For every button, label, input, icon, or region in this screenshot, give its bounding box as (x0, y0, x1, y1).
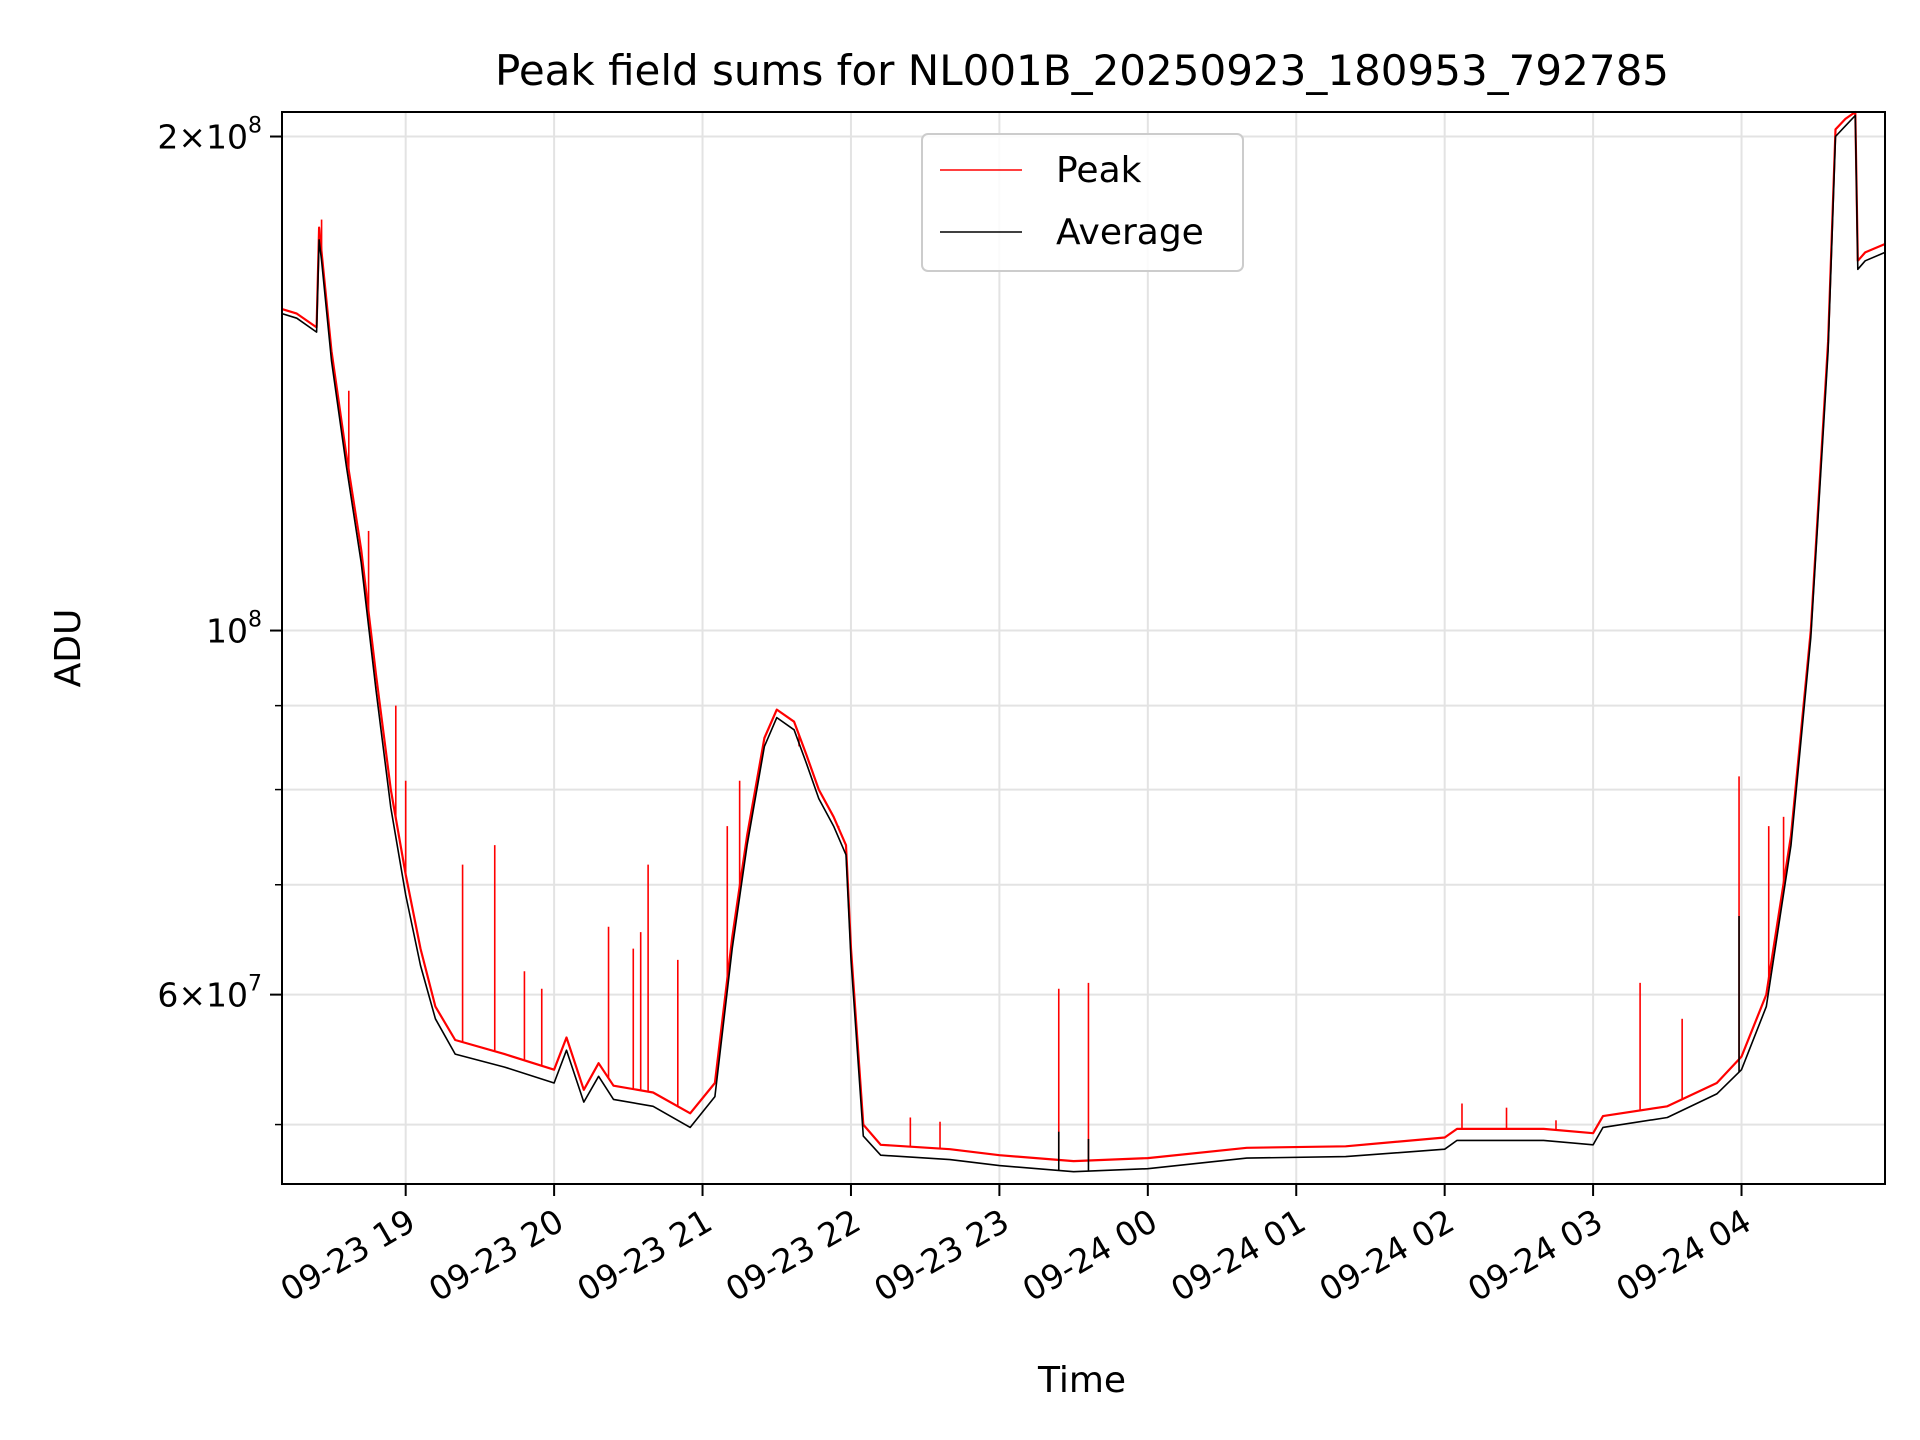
y-tick-label: 108 (206, 608, 262, 651)
y-axis: 6×107 108 2×108 (157, 114, 282, 1126)
legend-box (921, 133, 1244, 272)
y-tick-label: 6×107 (157, 972, 262, 1015)
x-axis-label: Time (1037, 1360, 1126, 1401)
series-line-peak (281, 110, 1886, 1163)
legend: Peak Average (921, 133, 1244, 272)
series-average (281, 114, 1886, 1173)
series-line-average (281, 114, 1886, 1173)
y-axis-label: ADU (48, 609, 89, 688)
chart-title: Peak field sums for NL001B_20250923_1809… (495, 46, 1669, 95)
series-layer (281, 110, 1886, 1173)
series-peak (281, 110, 1886, 1163)
legend-label-peak: Peak (1056, 150, 1142, 191)
plot-area-frame (281, 111, 1886, 1185)
legend-label-average: Average (1056, 212, 1204, 253)
y-tick-label: 2×108 (157, 114, 262, 157)
